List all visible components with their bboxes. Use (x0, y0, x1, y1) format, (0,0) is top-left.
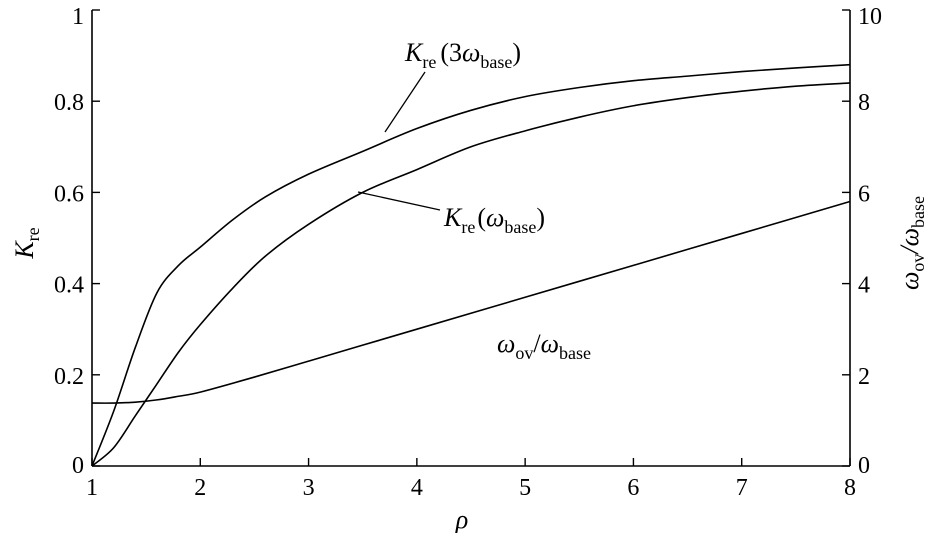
curve-wov-wbase (91, 200, 851, 404)
left-axis-title-main: K (10, 240, 39, 260)
ticks (91, 9, 851, 467)
x-tick-label-2: 3 (303, 475, 315, 501)
left-axis-title-sub: re (23, 227, 43, 241)
right-y-tick-label-0: 0 (858, 453, 870, 479)
left-y-tick-label-0: 0 (72, 453, 84, 479)
label-wov-wbase: ωov/ωbase (497, 329, 591, 363)
x-tick-label-6: 7 (736, 475, 748, 501)
left-y-tick-label-2: 0.4 (54, 273, 84, 299)
right-y-tick-label-3: 6 (858, 181, 870, 207)
label-kre-wbase: Kre(ωbase) (443, 203, 545, 237)
right-y-tick-label-2: 4 (858, 273, 870, 299)
right-y-tick-label-4: 8 (858, 90, 870, 116)
leader-k1 (357, 191, 441, 211)
right-axis-title-den: ω (895, 228, 924, 246)
curve-kre-wbase (91, 82, 851, 467)
right-axis-title-slash: / (895, 244, 924, 256)
label-kre-3wbase: Kre (3ωbase) (404, 38, 521, 72)
x-tick-label-0: 1 (86, 475, 98, 501)
x-axis-title: ρ (455, 505, 468, 533)
left-y-tick-label-4: 0.8 (54, 90, 84, 116)
right-axis-title-num-sub: ov (908, 254, 926, 272)
curves (91, 63, 851, 467)
x-tick-label-5: 6 (627, 475, 639, 501)
x-tick-label-4: 5 (519, 475, 531, 501)
right-y-tick-label-5: 10 (858, 4, 882, 30)
x-tick-label-3: 4 (411, 475, 423, 501)
x-tick-label-7: 8 (844, 475, 856, 501)
left-y-tick-label-5: 1 (72, 4, 84, 30)
x-tick-label-1: 2 (194, 475, 206, 501)
right-axis-title-den-sub: base (908, 196, 926, 228)
right-axis-title-num: ω (895, 272, 924, 290)
left-axis-title: Kre (10, 227, 43, 259)
curve-kre-3wbase (91, 63, 851, 467)
left-y-tick-label-3: 0.6 (54, 181, 84, 207)
right-axis-title: ωov/ωbase (895, 196, 926, 290)
left-y-tick-label-1: 0.2 (54, 364, 84, 390)
leader-k3 (384, 71, 426, 133)
right-y-tick-label-1: 2 (858, 364, 870, 390)
